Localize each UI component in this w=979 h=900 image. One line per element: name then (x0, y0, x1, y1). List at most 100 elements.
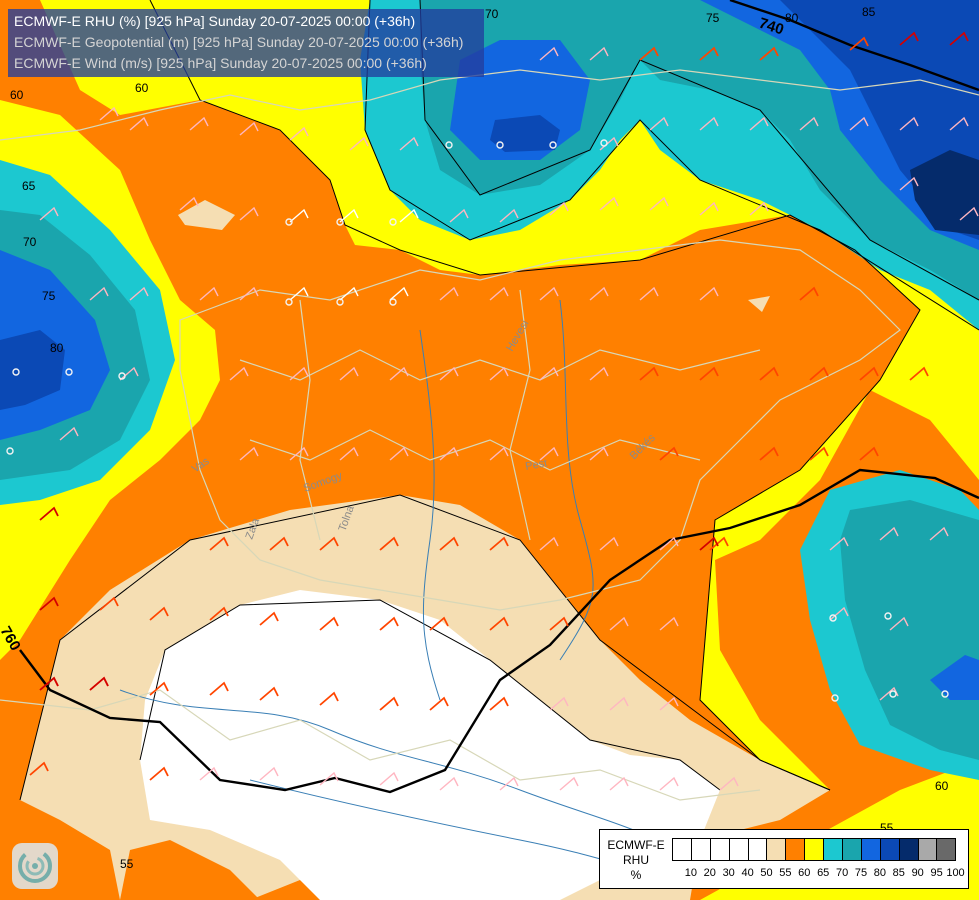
wind-barb-glyph (319, 771, 339, 786)
wind-barb-glyph (699, 366, 719, 381)
title-line-rhu: ECMWF-E RHU (%) [925 hPa] Sunday 20-07-2… (14, 13, 416, 29)
wind-barb-glyph (609, 776, 629, 791)
wind-barb-glyph (539, 446, 559, 461)
calm-wind-marker (889, 690, 897, 698)
rhu-contour-label-85: 85 (862, 5, 876, 19)
wind-barb-glyph (319, 536, 339, 551)
wind-barb-glyph (659, 446, 679, 461)
wind-barb-glyph (489, 536, 509, 551)
calm-wind-marker (12, 368, 20, 376)
wind-barb-glyph (589, 446, 609, 461)
rhu-contour-label-70: 70 (485, 7, 499, 21)
county-border-2 (249, 429, 701, 471)
wind-barb-glyph (39, 676, 59, 691)
country-border-south (0, 689, 761, 801)
wind-barb-glyph (439, 366, 459, 381)
wind-barb-glyph (859, 446, 879, 461)
rhu-contour-lines (19, 0, 979, 801)
legend-swatch (936, 838, 957, 861)
legend-tick-label: 40 (741, 867, 754, 879)
legend-swatch (690, 838, 711, 861)
wind-barb-glyph (239, 206, 259, 221)
wind-barb-glyph (199, 286, 219, 301)
wind-barb-glyph (849, 116, 869, 131)
wind-barb-glyph (539, 536, 559, 551)
wind-barb-glyph (59, 426, 79, 441)
legend-tick-label: 50 (760, 867, 773, 879)
river-drava (119, 689, 701, 861)
calm-wind-marker (285, 298, 293, 306)
county-border-4 (509, 289, 531, 541)
wind-barb-glyph (379, 771, 399, 786)
wind-barb-glyph (649, 196, 669, 211)
rhu-band-orange-sw (120, 840, 260, 900)
wind-barb-glyph (489, 366, 509, 381)
wind-barb-glyph (539, 46, 559, 61)
wind-barb-glyph (559, 776, 579, 791)
wind-barb-glyph (699, 46, 719, 61)
legend-tick-label: 55 (779, 867, 792, 879)
wind-barb-glyph (339, 446, 359, 461)
legend-tick-label: 30 (722, 867, 735, 879)
legend-ticks: 10 20 30 40 50 55 60 65 70 75 80 85 90 95 100 (673, 867, 969, 881)
wind-barb-glyph (259, 766, 279, 781)
rhu-contour-label-80: 80 (785, 11, 799, 25)
legend-swatch (747, 838, 768, 861)
wind-barb-glyph (259, 686, 279, 701)
legend-swatch (728, 838, 749, 861)
geopotential-isolines (19, 0, 979, 794)
calm-wind-marker (445, 141, 453, 149)
legend-swatch (917, 838, 938, 861)
county-border-3 (299, 299, 321, 541)
wind-barb-glyph (199, 766, 219, 781)
wind-barb-glyph (709, 536, 729, 551)
rhu-band-darkblue-north (490, 115, 560, 152)
rhu-contour-label-60-north: 60 (135, 81, 149, 95)
rhu-contour-label-65: 65 (22, 179, 36, 193)
wind-barb-glyph (99, 106, 119, 121)
wind-barb-glyph (239, 446, 259, 461)
legend-color-bar (672, 838, 957, 861)
wind-barb-glyph (319, 616, 339, 631)
wind-barb-glyph (489, 446, 509, 461)
wind-barbs (6, 31, 979, 791)
wind-barb-glyph (339, 286, 359, 301)
wind-barb-glyph (229, 366, 249, 381)
wind-barb-glyph (349, 136, 369, 151)
wind-barb-glyph (389, 286, 409, 301)
wind-barb-glyph (439, 776, 459, 791)
calm-wind-marker (389, 298, 397, 306)
calm-wind-marker (6, 447, 14, 455)
wind-barb-glyph (899, 176, 919, 191)
legend-swatch (709, 838, 730, 861)
wind-barb-glyph (499, 776, 519, 791)
legend-tick-label: 90 (911, 867, 924, 879)
legend-swatch (842, 838, 862, 861)
rhu-band-teal-east (840, 500, 979, 760)
wind-barb-glyph (39, 206, 59, 221)
wind-barb-glyph (189, 116, 209, 131)
wind-barb-glyph (89, 676, 109, 691)
legend-swatch (860, 838, 881, 861)
legend-tick-label: 20 (703, 867, 716, 879)
wind-barb-glyph (209, 606, 229, 621)
rhu-band-blue-east (930, 655, 979, 700)
wind-barb-glyph (599, 196, 619, 211)
rhu-band-darkblue-west (0, 330, 65, 410)
wind-barb-glyph (609, 616, 629, 631)
wind-barb-glyph (589, 286, 609, 301)
wind-barb-glyph (209, 681, 229, 696)
wind-barb-glyph (149, 766, 169, 781)
rhu-contour-65-north (364, 0, 979, 331)
wind-barb-glyph (649, 116, 669, 131)
wind-barb-glyph (449, 208, 469, 223)
wind-barb-glyph (719, 776, 739, 791)
rhu-contour-70-north (419, 0, 979, 301)
legend-tick-label: 100 (946, 867, 965, 879)
wind-barb-glyph (439, 286, 459, 301)
wind-barb-glyph (589, 366, 609, 381)
wind-barb-glyph (209, 536, 229, 551)
wind-barb-glyph (959, 206, 979, 221)
legend-swatch (672, 838, 692, 861)
wind-barb-glyph (179, 196, 199, 211)
